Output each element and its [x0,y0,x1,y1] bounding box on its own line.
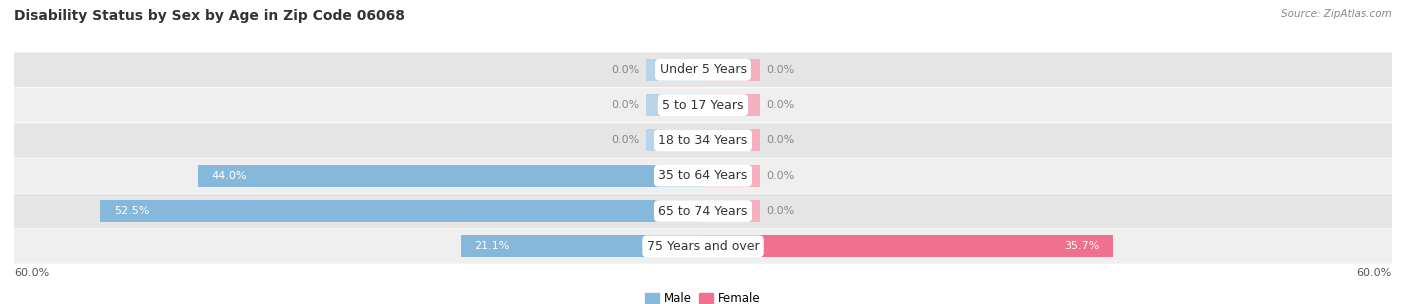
Text: 0.0%: 0.0% [612,135,640,145]
Text: 0.0%: 0.0% [612,100,640,110]
Text: Disability Status by Sex by Age in Zip Code 06068: Disability Status by Sex by Age in Zip C… [14,9,405,23]
Bar [461,235,703,257]
Bar [198,165,703,187]
Text: 35.7%: 35.7% [1064,241,1099,251]
Bar [100,200,703,222]
FancyBboxPatch shape [14,194,1392,228]
Text: Source: ZipAtlas.com: Source: ZipAtlas.com [1281,9,1392,19]
Text: 60.0%: 60.0% [14,268,49,278]
Text: 65 to 74 Years: 65 to 74 Years [658,205,748,218]
Text: 0.0%: 0.0% [766,171,794,181]
Bar [703,130,761,151]
Text: 0.0%: 0.0% [766,65,794,75]
Text: 0.0%: 0.0% [766,206,794,216]
Text: 18 to 34 Years: 18 to 34 Years [658,134,748,147]
FancyBboxPatch shape [14,229,1392,264]
Text: 60.0%: 60.0% [1357,268,1392,278]
Bar [645,94,703,116]
Text: 35 to 64 Years: 35 to 64 Years [658,169,748,182]
FancyBboxPatch shape [14,158,1392,193]
FancyBboxPatch shape [14,53,1392,87]
Bar [703,200,761,222]
Text: 44.0%: 44.0% [211,171,247,181]
Bar [703,59,761,81]
Text: 0.0%: 0.0% [612,65,640,75]
Text: 21.1%: 21.1% [474,241,510,251]
Bar [645,59,703,81]
FancyBboxPatch shape [14,88,1392,123]
Text: 75 Years and over: 75 Years and over [647,240,759,253]
Text: 0.0%: 0.0% [766,135,794,145]
Bar [645,130,703,151]
Bar [703,165,761,187]
Text: 5 to 17 Years: 5 to 17 Years [662,98,744,112]
Text: 52.5%: 52.5% [114,206,149,216]
Bar [703,235,1114,257]
FancyBboxPatch shape [14,123,1392,158]
Legend: Male, Female: Male, Female [641,287,765,304]
Bar [703,94,761,116]
Text: 0.0%: 0.0% [766,100,794,110]
Text: Under 5 Years: Under 5 Years [659,63,747,76]
